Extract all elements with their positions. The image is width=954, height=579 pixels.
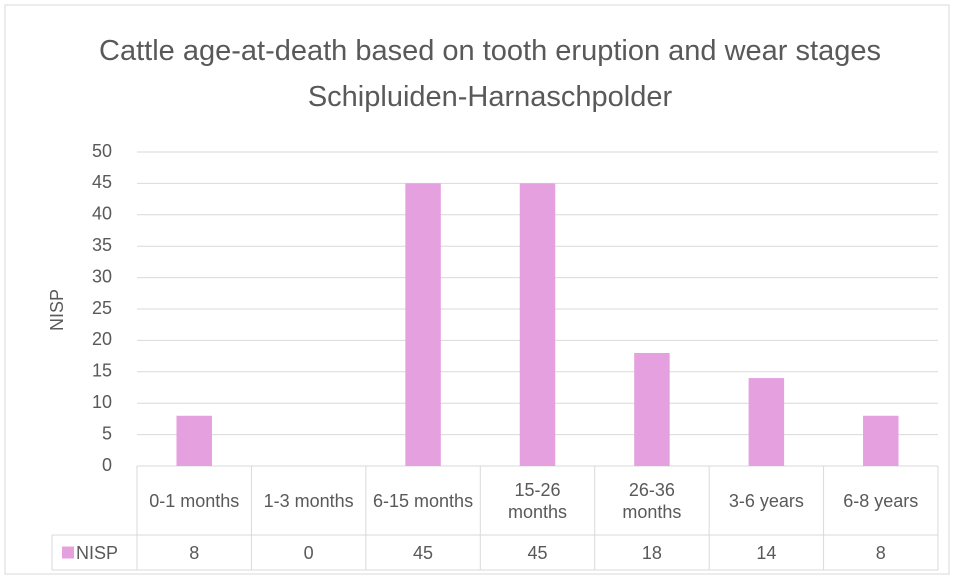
bar bbox=[748, 378, 785, 466]
bar bbox=[634, 352, 670, 466]
x-tick-label: 6-8 years bbox=[843, 490, 919, 511]
y-tick-label: 45 bbox=[92, 172, 112, 192]
x-tick-label: 26-36 months bbox=[622, 479, 682, 522]
y-tick-label: 40 bbox=[92, 204, 112, 224]
x-tick-label: 6-15 months bbox=[373, 490, 474, 511]
x-tick-label: 1-3 months bbox=[263, 490, 354, 511]
y-tick-label: 25 bbox=[92, 298, 112, 318]
chart-title: Cattle age-at-death based on tooth erupt… bbox=[99, 35, 881, 113]
y-tick-label: 0 bbox=[102, 455, 112, 475]
x-tick-label: 15-26 months bbox=[507, 479, 567, 522]
y-tick-label: 15 bbox=[92, 361, 112, 381]
x-tick-label: 3-6 years bbox=[728, 490, 804, 511]
bar bbox=[863, 415, 899, 466]
y-tick-label: 5 bbox=[102, 423, 112, 443]
table-value: 0 bbox=[303, 542, 314, 563]
x-tick-label: 0-1 months bbox=[149, 490, 240, 511]
table-value: 45 bbox=[527, 542, 548, 563]
table-value: 18 bbox=[641, 542, 662, 563]
table-value: 45 bbox=[413, 542, 434, 563]
y-tick-label: 30 bbox=[92, 266, 112, 286]
table-value: 14 bbox=[756, 542, 777, 563]
y-tick-label: 20 bbox=[92, 329, 112, 349]
legend-label: NISP bbox=[76, 542, 119, 563]
y-tick-label: 50 bbox=[92, 141, 112, 161]
bar bbox=[519, 183, 556, 466]
table-value: 8 bbox=[189, 542, 200, 563]
chart-border bbox=[4, 4, 950, 575]
legend-swatch bbox=[62, 546, 74, 559]
bar bbox=[176, 415, 212, 466]
bar bbox=[405, 183, 441, 466]
y-tick-label: 10 bbox=[92, 392, 112, 412]
y-axis-label: NISP bbox=[47, 289, 67, 331]
table-value: 8 bbox=[875, 542, 886, 563]
y-tick-label: 35 bbox=[92, 235, 112, 255]
